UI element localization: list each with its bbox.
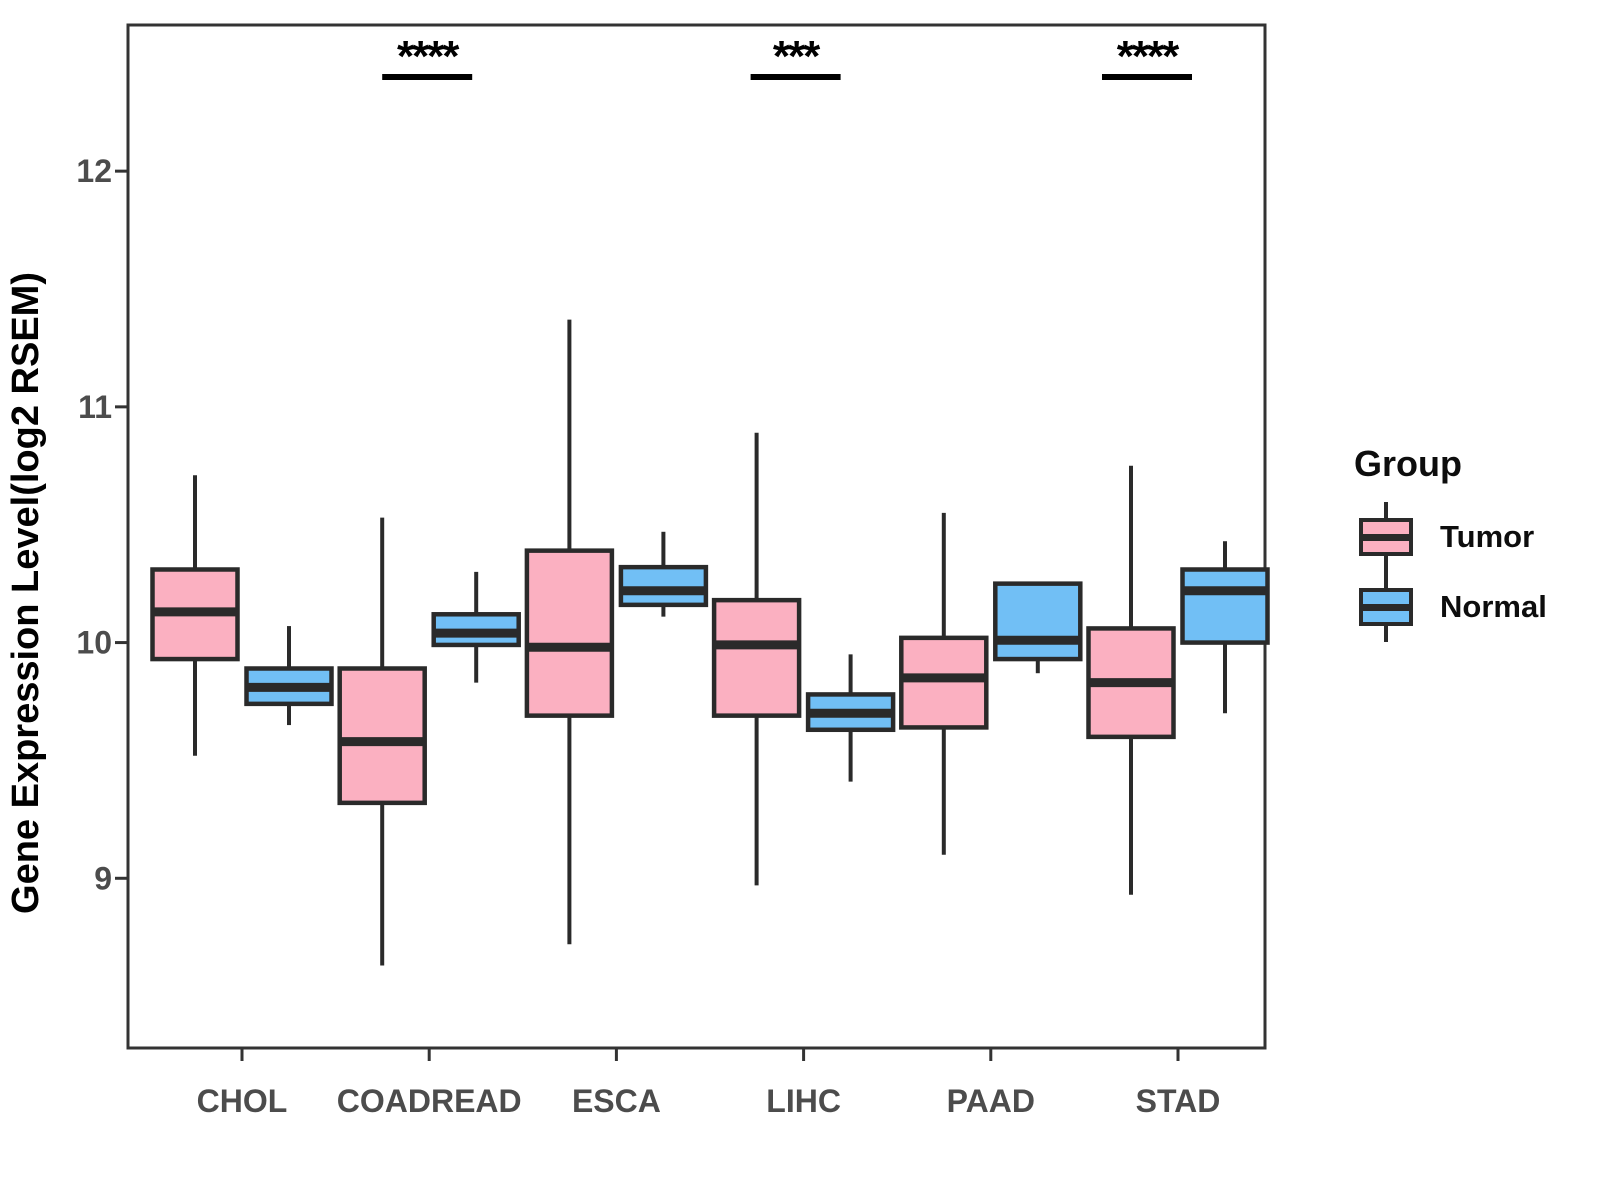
box-tumor-PAAD: [899, 635, 989, 730]
x-tick-label-ESCA: ESCA: [572, 1083, 661, 1119]
legend-entries: Tumor Normal: [1330, 502, 1600, 642]
y-tick-label-9: 9: [94, 860, 112, 896]
box-normal-ESCA: [618, 564, 709, 608]
y-tick-label-10: 10: [76, 625, 112, 661]
box-tumor-COADREAD: [337, 666, 427, 806]
box-tumor-ESCA: [524, 548, 615, 718]
y-tick-label-11: 11: [78, 389, 112, 425]
y-axis-title: Gene Expression Level(log2 RSEM): [5, 272, 47, 914]
x-tick-label-CHOL: CHOL: [197, 1083, 288, 1119]
x-tick-label-LIHC: LIHC: [766, 1083, 841, 1119]
legend-title: Group: [1354, 443, 1462, 484]
legend: Group Tumor Normal: [1330, 444, 1600, 642]
legend-swatch-tumor: [1358, 502, 1414, 572]
legend-label-tumor: Tumor: [1440, 519, 1535, 554]
box-tumor-LIHC: [711, 597, 802, 718]
box-normal-PAAD: [993, 581, 1083, 662]
legend-label-normal: Normal: [1440, 589, 1547, 624]
y-tick-label-12: 12: [76, 153, 112, 189]
x-tick-label-STAD: STAD: [1136, 1083, 1221, 1119]
box-normal-STAD: [1180, 567, 1270, 645]
significance-stars-COADREAD: ****: [397, 32, 460, 81]
panel-border: [126, 23, 1267, 1050]
legend-entry-tumor: Tumor: [1330, 502, 1600, 572]
significance-stars-LIHC: ***: [773, 32, 821, 81]
legend-swatch-normal: [1358, 572, 1414, 642]
x-tick-label-PAAD: PAAD: [947, 1083, 1035, 1119]
x-tick-label-COADREAD: COADREAD: [337, 1083, 522, 1119]
significance-stars-STAD: ****: [1117, 32, 1180, 81]
legend-entry-normal: Normal: [1330, 572, 1600, 642]
boxplot-glyph-median: [1359, 534, 1413, 541]
boxplot-glyph-median: [1359, 604, 1413, 611]
